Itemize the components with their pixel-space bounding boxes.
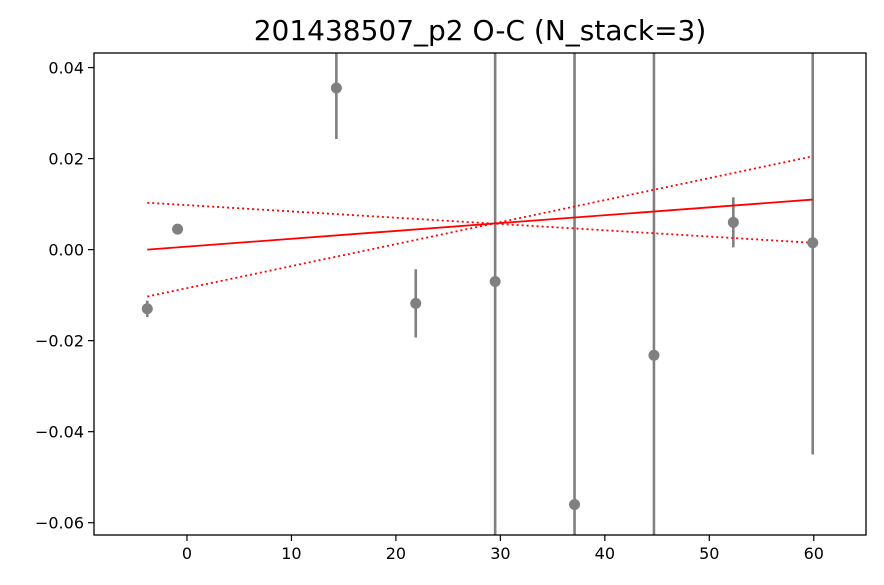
plot-content xyxy=(141,53,819,535)
data-point xyxy=(141,303,153,315)
axes: 0 10 20 30 40 50 60 −0.06 −0.04 −0.02 0.00 0.02 0.04 xyxy=(35,52,867,563)
data-point xyxy=(410,297,422,309)
x-tick-label: 20 xyxy=(386,544,406,563)
y-tick-label: 0.04 xyxy=(48,59,84,78)
data-point xyxy=(727,216,739,228)
y-tick-label: −0.06 xyxy=(35,514,84,533)
data-point xyxy=(569,499,581,511)
x-tick-label: 50 xyxy=(699,544,719,563)
y-tick-label: −0.02 xyxy=(35,332,84,351)
y-tick-label: 0.00 xyxy=(48,241,84,260)
fit-bound-line xyxy=(147,201,813,244)
fit-bound-line xyxy=(147,155,813,298)
plot-area xyxy=(141,53,819,535)
y-tick-label: −0.04 xyxy=(35,423,84,442)
x-tick-label: 60 xyxy=(804,544,824,563)
data-point xyxy=(489,275,501,287)
data-point xyxy=(330,82,342,94)
y-tick-label: 0.02 xyxy=(48,150,84,169)
x-tick-label: 0 xyxy=(182,544,192,563)
data-point xyxy=(807,237,819,249)
x-tick-label: 30 xyxy=(490,544,510,563)
x-tick-label: 40 xyxy=(595,544,615,563)
plot-frame xyxy=(93,52,867,536)
chart-title: 201438507_p2 O-C (N_stack=3) xyxy=(254,14,707,47)
data-point xyxy=(648,349,660,361)
data-point xyxy=(172,223,184,235)
x-tick-label: 10 xyxy=(281,544,301,563)
fit-line xyxy=(147,198,813,251)
